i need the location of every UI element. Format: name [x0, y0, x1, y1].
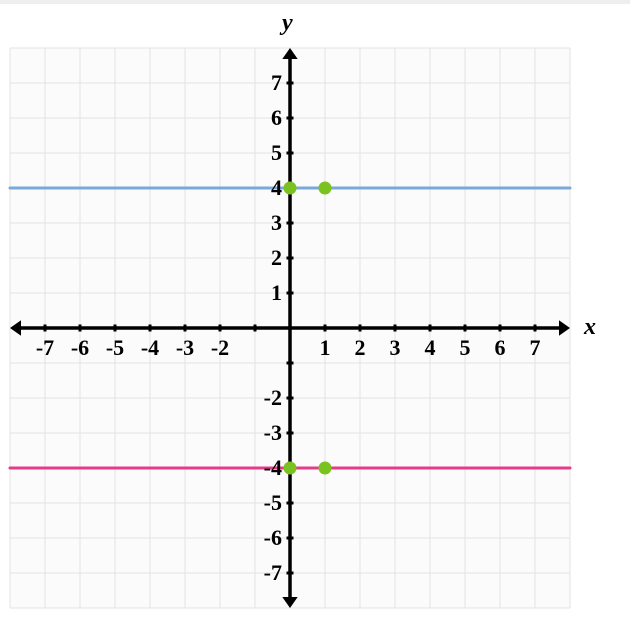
tick-label: 4 [252, 175, 282, 201]
tick-label: 1 [252, 280, 282, 306]
tick-label: -4 [246, 455, 282, 481]
tick-label: 4 [415, 335, 445, 361]
tick-label: 5 [450, 335, 480, 361]
tick-label: -7 [28, 335, 62, 361]
tick-label: -2 [203, 335, 237, 361]
tick-label: -6 [63, 335, 97, 361]
tick-label: -2 [246, 385, 282, 411]
tick-label: 7 [252, 70, 282, 96]
tick-label: -3 [246, 420, 282, 446]
tick-label: -4 [133, 335, 167, 361]
tick-label: 6 [252, 105, 282, 131]
x-axis-label: x [584, 314, 596, 341]
y-axis-label: y [282, 10, 293, 37]
tick-label: -6 [246, 525, 282, 551]
coordinate-plane: 1234567-7-6-5-4-3-21234567-2-3-4-5-6-7yx [0, 0, 630, 618]
tick-label: 7 [520, 335, 550, 361]
tick-label: -5 [98, 335, 132, 361]
tick-label: 1 [310, 335, 340, 361]
tick-label: 3 [380, 335, 410, 361]
tick-label: -5 [246, 490, 282, 516]
chart-container: 1234567-7-6-5-4-3-21234567-2-3-4-5-6-7yx [0, 0, 630, 618]
tick-label: -3 [168, 335, 202, 361]
tick-label: 5 [252, 140, 282, 166]
tick-label: 6 [485, 335, 515, 361]
tick-label: 2 [345, 335, 375, 361]
tick-label: 2 [252, 245, 282, 271]
tick-label: -7 [246, 560, 282, 586]
plane-svg [0, 0, 630, 618]
tick-label: 3 [252, 210, 282, 236]
